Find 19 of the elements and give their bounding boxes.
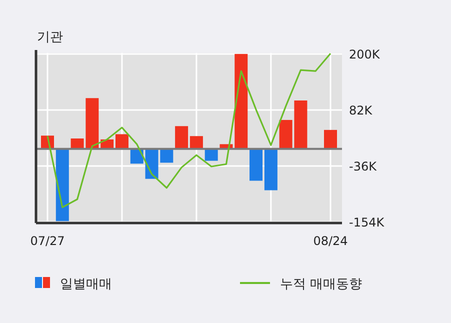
y-tick-label: -36K bbox=[349, 160, 378, 174]
bar bbox=[204, 148, 218, 161]
bar bbox=[264, 148, 278, 190]
bar bbox=[115, 134, 128, 149]
y-tick-label: -154K bbox=[349, 216, 386, 230]
bar bbox=[175, 126, 188, 149]
legend-label: 일별매매 bbox=[60, 277, 112, 292]
chart-title: 기관 bbox=[37, 30, 63, 45]
y-tick-label: 82K bbox=[349, 103, 374, 118]
legend-label: 누적 매매동향 bbox=[280, 277, 362, 292]
bar bbox=[56, 148, 69, 222]
bar bbox=[324, 130, 337, 149]
bar bbox=[250, 148, 263, 181]
bar bbox=[190, 136, 203, 149]
y-tick-label: 200K bbox=[349, 47, 381, 62]
x-tick-label: 07/27 bbox=[30, 234, 65, 248]
bar bbox=[234, 54, 248, 149]
line-series bbox=[46, 52, 332, 208]
x-tick-label: 08/24 bbox=[313, 234, 348, 248]
